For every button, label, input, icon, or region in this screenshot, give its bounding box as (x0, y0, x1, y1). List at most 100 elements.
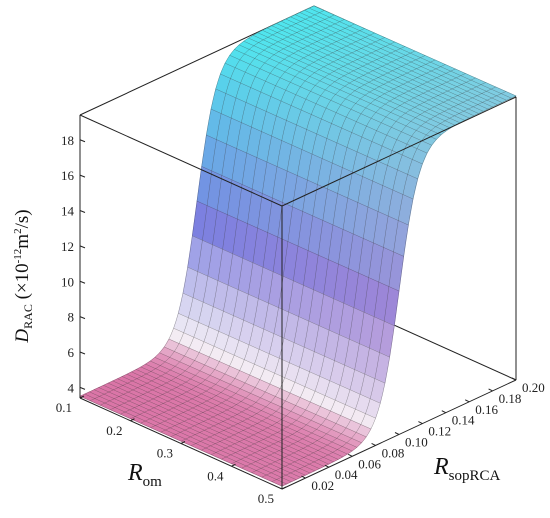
x-axis-ticks: 0.1 0.2 0.3 0.4 0.5 (56, 395, 287, 506)
mesh-line-y (168, 338, 372, 430)
box-edge (281, 96, 517, 207)
x-axis-title: Rom (127, 460, 162, 490)
z-tick-mark (79, 245, 86, 249)
mesh-line-y (103, 385, 306, 476)
box-edge (79, 114, 283, 207)
mesh-line-y (299, 12, 503, 103)
y-tick-label: 0.10 (405, 435, 428, 450)
mesh-line-y (229, 55, 432, 146)
mesh-line-y (262, 30, 465, 121)
mesh-line-y (84, 393, 287, 485)
y-tick-label: 0.20 (522, 380, 545, 395)
mesh-line-y (98, 387, 301, 478)
z-tick-mark (79, 386, 86, 390)
y-tick-label: 0.12 (428, 424, 451, 439)
y-tick-mark (441, 410, 447, 414)
x-tick-mark (180, 441, 186, 444)
mesh-line-y (196, 200, 400, 292)
mesh-line-y (187, 266, 390, 358)
mesh-line-y (178, 313, 381, 404)
mesh-line-y (150, 360, 353, 452)
mesh-line-y (145, 363, 348, 455)
z-tick-mark (79, 316, 86, 320)
z-tick-label: 16 (61, 168, 75, 183)
z-tick-label: 4 (68, 380, 75, 395)
x-tick-label: 0.4 (207, 468, 224, 483)
y-tick-mark (394, 432, 400, 435)
x-tick-mark (281, 486, 287, 490)
y-tick-mark (301, 475, 306, 479)
mesh-line-y (224, 62, 428, 154)
mesh-line-y (243, 41, 446, 132)
surface-mesh (79, 5, 517, 487)
mesh-line-y (267, 27, 470, 119)
z-tick-label: 12 (61, 239, 74, 254)
mesh-line-y (234, 49, 437, 140)
mesh-line-y (253, 35, 456, 126)
z-axis-ticks: 4 6 8 10 12 14 16 18 (61, 133, 86, 395)
z-tick-mark (79, 210, 86, 213)
y-tick-mark (347, 453, 353, 457)
y-tick-mark (488, 388, 493, 392)
mesh-line-y (136, 369, 339, 460)
y-tick-mark (511, 377, 517, 381)
mesh-line-y (192, 235, 395, 326)
y-tick-label: 0.16 (475, 402, 498, 417)
y-axis-ticks: 0.020.040.060.080.100.120.140.160.180.20 (301, 377, 545, 493)
x-tick-label: 0.2 (106, 423, 122, 438)
mesh-line-y (285, 18, 489, 110)
z-tick-label: 14 (61, 204, 75, 219)
mesh-line-y (295, 14, 498, 105)
x-tick-mark (130, 418, 135, 422)
mesh-line-y (154, 357, 357, 448)
y-tick-mark (324, 464, 330, 468)
y-tick-mark (371, 442, 376, 446)
mesh-line-y (131, 371, 334, 463)
x-tick-mark (79, 395, 85, 399)
mesh-line-y (206, 134, 409, 226)
mesh-line-y (276, 23, 479, 114)
y-tick-mark (464, 399, 470, 403)
z-tick-mark (79, 351, 86, 355)
mesh-line-y (159, 352, 362, 443)
mesh-line-y (210, 108, 414, 200)
mesh-line-y (290, 16, 493, 108)
mesh-line-y (257, 32, 460, 123)
mesh-line-y (248, 37, 451, 129)
z-tick-label: 18 (61, 133, 74, 148)
x-tick-mark (231, 463, 236, 467)
z-tick-label: 6 (68, 345, 75, 360)
y-tick-label: 0.08 (382, 445, 405, 460)
y-tick-label: 0.02 (311, 478, 334, 493)
mesh-line-y (313, 5, 517, 97)
y-tick-mark (418, 421, 423, 425)
mesh-line-y (93, 389, 297, 480)
mesh-line-y (79, 396, 283, 487)
z-tick-mark (79, 280, 86, 284)
mesh-line-y (309, 7, 512, 99)
x-tick-label: 0.1 (56, 400, 72, 415)
mesh-line-y (173, 328, 376, 419)
mesh-line-y (201, 166, 404, 257)
z-tick-mark (79, 139, 86, 143)
mesh-line-y (140, 366, 343, 458)
x-tick-label: 0.3 (157, 446, 173, 461)
y-tick-label: 0.04 (335, 467, 358, 482)
y-tick-label: 0.14 (452, 413, 475, 428)
mesh-line-y (281, 21, 484, 112)
mesh-line-y (107, 382, 311, 474)
z-tick-mark (79, 174, 86, 178)
y-tick-label: 0.18 (499, 391, 522, 406)
z-tick-label: 8 (68, 310, 75, 325)
mesh-line-y (220, 73, 423, 165)
mesh-line-y (304, 10, 507, 101)
mesh-line-y (271, 25, 474, 116)
y-tick-label: 0.06 (358, 456, 381, 471)
mesh-line-y (112, 380, 315, 472)
y-axis-title: RsopRCA (433, 454, 501, 484)
z-tick-label: 10 (61, 274, 74, 289)
mesh-line-y (215, 88, 418, 180)
x-tick-label: 0.5 (258, 491, 274, 506)
mesh-line-y (122, 376, 325, 467)
